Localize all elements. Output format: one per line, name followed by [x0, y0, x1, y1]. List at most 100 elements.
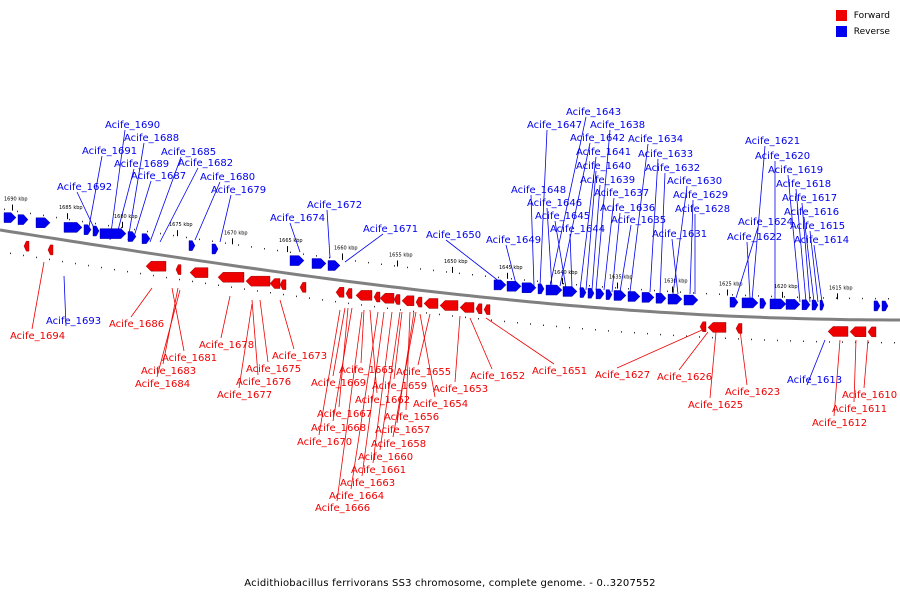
gene-arrow: [269, 278, 281, 289]
gene-arrow: [595, 288, 605, 300]
leader-line-reverse: [603, 197, 615, 291]
kbp-label: 1680 kbp: [114, 214, 138, 220]
track-dot: [836, 297, 837, 299]
leader-line-reverse: [751, 145, 766, 301]
gene-arrow: [759, 298, 767, 309]
kbp-tick: [782, 291, 783, 298]
gene-label-forward: Acife_1694: [10, 331, 65, 342]
leader-line-reverse: [115, 168, 135, 239]
track-dot: [465, 316, 466, 319]
leader-line-reverse: [619, 224, 632, 293]
track-dot: [797, 296, 798, 298]
legend-label-forward: Forward: [853, 10, 890, 21]
gene-label-reverse: Acife_1614: [794, 235, 849, 246]
track-dot: [504, 320, 505, 323]
gene-arrow: [23, 240, 30, 252]
gene-arrow: [849, 326, 867, 337]
gene-arrow: [627, 291, 641, 302]
leader-line-forward: [393, 311, 403, 380]
leader-line-reverse: [795, 188, 807, 303]
track-dot: [589, 285, 590, 287]
gene-label-forward: Acife_1677: [217, 390, 272, 401]
gene-label-reverse: Acife_1648: [511, 185, 566, 196]
track-dot: [296, 295, 297, 298]
track-dot: [439, 313, 440, 316]
track-dot: [121, 226, 122, 229]
gene-label-reverse: Acife_1693: [46, 316, 101, 327]
kbp-tick: [67, 213, 68, 220]
gene-label-forward: Acife_1623: [725, 387, 780, 398]
leader-line-forward: [405, 311, 411, 411]
gene-arrow: [641, 292, 655, 303]
track-dot: [634, 332, 635, 334]
gene-label-forward: Acife_1664: [329, 491, 384, 502]
gene-label-forward: Acife_1684: [135, 379, 190, 390]
gene-label-reverse: Acife_1639: [580, 175, 635, 186]
track-dot: [816, 340, 817, 343]
track-dot: [270, 292, 271, 294]
leader-line-reverse: [63, 275, 67, 327]
track-dots: [4, 208, 895, 344]
gene-arrow: [881, 300, 889, 312]
track-dot: [602, 286, 603, 288]
track-dot: [244, 288, 245, 290]
leader-line-forward: [616, 329, 703, 369]
gene-label-reverse: Acife_1624: [738, 217, 793, 228]
track-dot: [628, 288, 629, 290]
track-dot: [420, 268, 421, 270]
leader-line-reverse: [569, 233, 573, 289]
gene-arrow: [699, 321, 707, 332]
track-dot: [751, 338, 752, 341]
gene-arrow: [785, 299, 801, 310]
track-dot: [641, 288, 642, 291]
gene-arrow: [735, 323, 743, 334]
track-dot: [199, 238, 200, 241]
track-dot: [309, 297, 310, 299]
legend: Forward Reverse: [835, 9, 890, 41]
track-dot: [667, 290, 668, 293]
gene-label-forward: Acife_1667: [317, 409, 372, 420]
leader-line-forward: [361, 311, 385, 477]
leader-line-reverse: [219, 194, 232, 243]
track-dot: [205, 282, 206, 285]
track-dot: [725, 337, 726, 339]
legend-swatch-forward: [835, 10, 847, 21]
track-dot: [368, 261, 369, 264]
kbp-tick: [287, 246, 288, 253]
track-dot: [10, 252, 11, 255]
gene-arrow: [741, 297, 759, 309]
leader-line-reverse: [127, 142, 145, 241]
track-dot: [49, 258, 50, 261]
leader-line-reverse: [787, 174, 801, 303]
track-dot: [771, 295, 772, 298]
leader-line-forward: [739, 329, 748, 386]
track-dot: [621, 331, 622, 333]
track-dot: [212, 240, 213, 242]
track-dot: [23, 254, 24, 257]
gene-label-reverse: Acife_1687: [131, 171, 186, 182]
gene-arrow: [327, 260, 341, 271]
leader-line-forward: [379, 311, 401, 451]
track-dot: [862, 297, 863, 300]
leader-line-forward: [833, 339, 841, 417]
leader-line-forward: [350, 311, 379, 490]
gene-label-reverse: Acife_1615: [790, 221, 845, 232]
track-dot: [283, 293, 284, 296]
kbp-label: 1675 kbp: [169, 222, 193, 228]
leader-line-forward: [251, 299, 259, 376]
gene-label-reverse: Acife_1636: [600, 203, 655, 214]
track-dot: [868, 341, 869, 344]
gene-arrow: [655, 293, 667, 304]
gene-leader-lines: [31, 116, 869, 502]
leader-line-reverse: [530, 194, 535, 287]
gene-arrow: [613, 290, 627, 301]
leader-line-forward: [336, 311, 363, 502]
leader-line-reverse: [132, 180, 152, 241]
gene-arrow: [189, 267, 209, 278]
leader-line-reverse: [803, 216, 815, 303]
gene-arrow: [579, 287, 587, 298]
gene-label-reverse: Acife_1619: [768, 165, 823, 176]
gene-arrow: [545, 284, 563, 296]
gene-arrow: [562, 286, 578, 297]
gene-arrow: [83, 224, 92, 235]
